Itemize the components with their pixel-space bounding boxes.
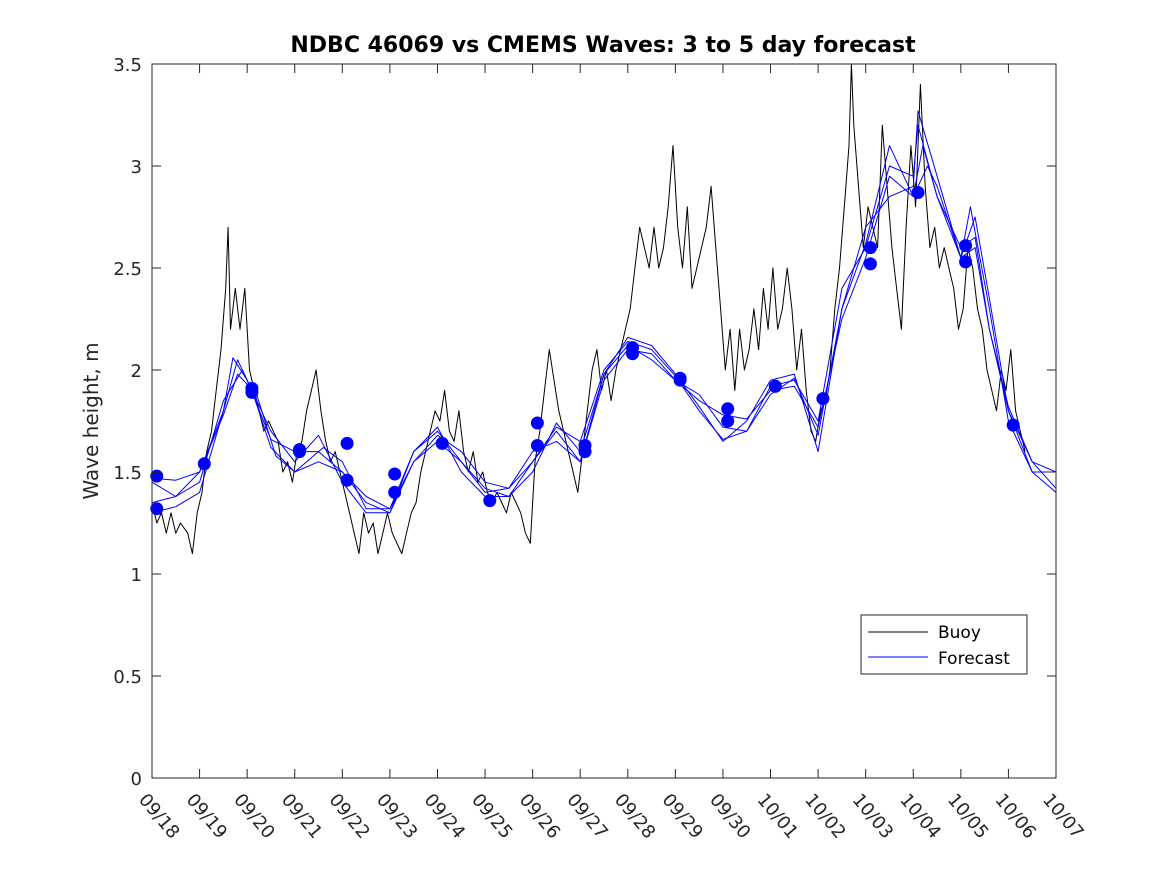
legend-buoy-label: Buoy xyxy=(938,623,981,643)
forecast-series-line-2 xyxy=(151,110,1056,514)
y-tick-label: 2.5 xyxy=(113,259,142,280)
forecast-day-marker xyxy=(959,239,973,253)
y-tick-label: 0 xyxy=(131,769,142,790)
forecast-day-marker xyxy=(150,502,164,516)
y-tick-label: 1 xyxy=(131,565,142,586)
y-tick-label: 0.5 xyxy=(113,667,142,688)
forecast-day-marker xyxy=(483,494,497,508)
forecast-day-marker xyxy=(340,436,354,450)
forecast-day-marker xyxy=(245,385,259,399)
forecast-day-marker xyxy=(768,379,782,393)
chart-title: NDBC 46069 vs CMEMS Waves: 3 to 5 day fo… xyxy=(290,33,916,58)
forecast-day-marker xyxy=(578,445,592,459)
axes-box xyxy=(151,63,1057,779)
forecast-day-marker xyxy=(863,241,877,255)
y-tick-label: 3 xyxy=(131,157,142,178)
forecast-day-marker xyxy=(1006,418,1020,432)
forecast-day-marker xyxy=(626,347,639,361)
forecast-day-marker xyxy=(530,416,544,430)
forecast-day-marker xyxy=(721,414,735,428)
legend-box xyxy=(860,614,1028,675)
forecast-day-marker xyxy=(530,439,544,452)
y-axis-label: Wave height, m xyxy=(79,342,103,499)
forecast-day-marker xyxy=(197,457,211,471)
forecast-day-marker xyxy=(150,469,164,483)
forecast-day-marker xyxy=(293,445,306,459)
forecast-day-marker xyxy=(340,473,354,487)
y-tick-label: 3.5 xyxy=(113,55,142,76)
forecast-day-marker xyxy=(388,467,402,481)
forecast-day-marker xyxy=(959,255,973,269)
forecast-day-marker xyxy=(435,436,449,450)
legend: Buoy Forecast xyxy=(860,614,1028,675)
forecast-day-marker xyxy=(863,257,877,271)
forecast-day-marker xyxy=(911,186,925,199)
forecast-day-marker xyxy=(816,392,830,406)
forecast-series-line-1 xyxy=(151,145,1057,510)
marker-layer xyxy=(150,186,1020,516)
forecast-day-marker xyxy=(388,485,402,499)
forecast-day-marker xyxy=(721,402,735,416)
y-tick-label: 2 xyxy=(131,361,142,382)
y-tick-label: 1.5 xyxy=(113,463,142,484)
legend-forecast-label: Forecast xyxy=(938,649,1010,669)
forecast-day-marker xyxy=(673,373,687,387)
forecast-series-line-4 xyxy=(151,145,1057,510)
